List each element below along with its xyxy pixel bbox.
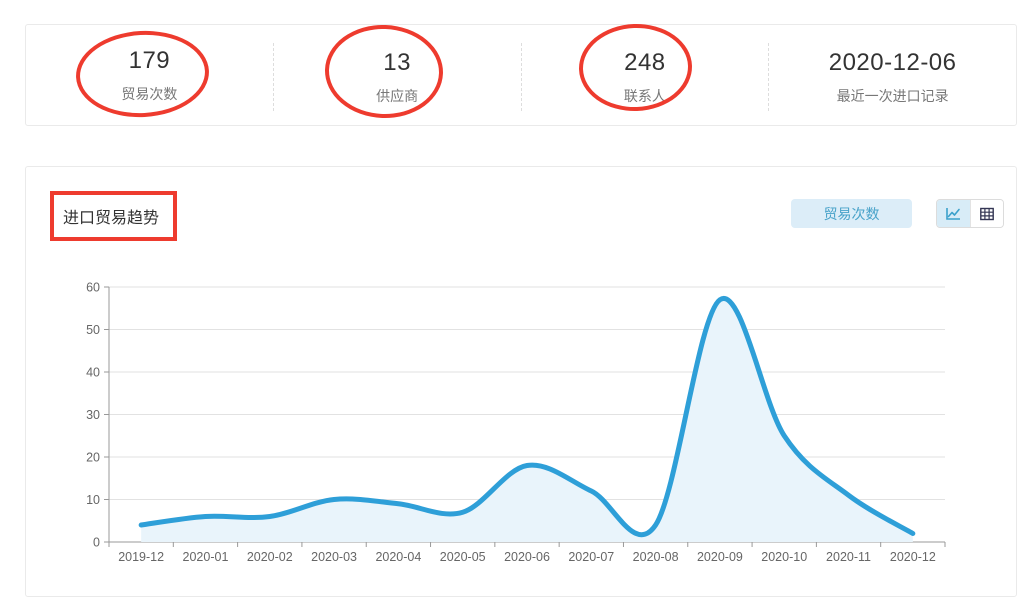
y-axis-label: 20: [86, 451, 100, 465]
x-axis-label: 2020-05: [440, 550, 486, 564]
y-axis-label: 60: [86, 281, 100, 295]
stats-summary-card: 179 贸易次数 13 供应商 248 联系人 2020-12-06 最近一次进…: [25, 24, 1017, 126]
x-axis-label: 2020-04: [375, 550, 421, 564]
stat-last-import-label: 最近一次进口记录: [836, 87, 949, 104]
stat-trade-count: 179 贸易次数: [26, 25, 273, 125]
y-axis-label: 50: [86, 323, 100, 337]
stat-suppliers: 13 供应商: [272, 43, 521, 111]
y-axis-label: 10: [86, 493, 100, 507]
stat-suppliers-value: 13: [383, 48, 411, 76]
stat-contacts-value: 248: [624, 48, 666, 76]
x-axis-label: 2020-07: [568, 550, 614, 564]
trend-area-fill: [141, 298, 913, 542]
import-trend-area-chart: 0 10 20 30 40 50 60 2019-12 2020-01 2020-02 2020-0…: [86, 281, 946, 564]
stat-contacts: 248 联系人: [520, 43, 769, 111]
x-axis-label: 2020-10: [761, 550, 807, 564]
x-axis-label: 2019-12: [118, 550, 164, 564]
stat-last-import: 2020-12-06 最近一次进口记录: [768, 43, 1016, 111]
x-axis-label: 2020-03: [311, 550, 357, 564]
y-axis-label: 0: [93, 536, 100, 550]
stat-trade-count-label: 贸易次数: [121, 85, 178, 102]
x-axis-label: 2020-09: [697, 550, 743, 564]
x-axis-label: 2020-11: [826, 550, 871, 564]
y-axis-label: 40: [86, 366, 100, 380]
y-axis-label: 30: [86, 408, 100, 422]
chart-title: 进口贸易趋势: [63, 210, 160, 227]
x-axis-label: 2020-01: [183, 550, 229, 564]
line-chart-view-button[interactable]: [937, 200, 970, 227]
line-chart-icon: [946, 207, 960, 220]
trend-chart-card: 进口贸易趋势 贸易次数 0 10 20 30 40 50 60 2019-12 2020-01 2…: [25, 166, 1017, 597]
stat-trade-count-value: 179: [128, 46, 171, 74]
x-axis-label: 2020-06: [504, 550, 550, 564]
x-axis-label: 2020-08: [633, 550, 679, 564]
stat-suppliers-label: 供应商: [376, 87, 419, 104]
chart-view-toggle: [936, 199, 1004, 228]
x-axis-label: 2020-02: [247, 550, 293, 564]
stat-contacts-label: 联系人: [623, 87, 666, 104]
stat-last-import-value: 2020-12-06: [828, 48, 957, 76]
trade-count-series-button[interactable]: 贸易次数: [791, 199, 912, 228]
trend-line: [138, 296, 916, 538]
table-icon: [980, 207, 994, 220]
x-axis-label: 2020-12: [890, 550, 936, 564]
table-view-button[interactable]: [970, 200, 1003, 227]
